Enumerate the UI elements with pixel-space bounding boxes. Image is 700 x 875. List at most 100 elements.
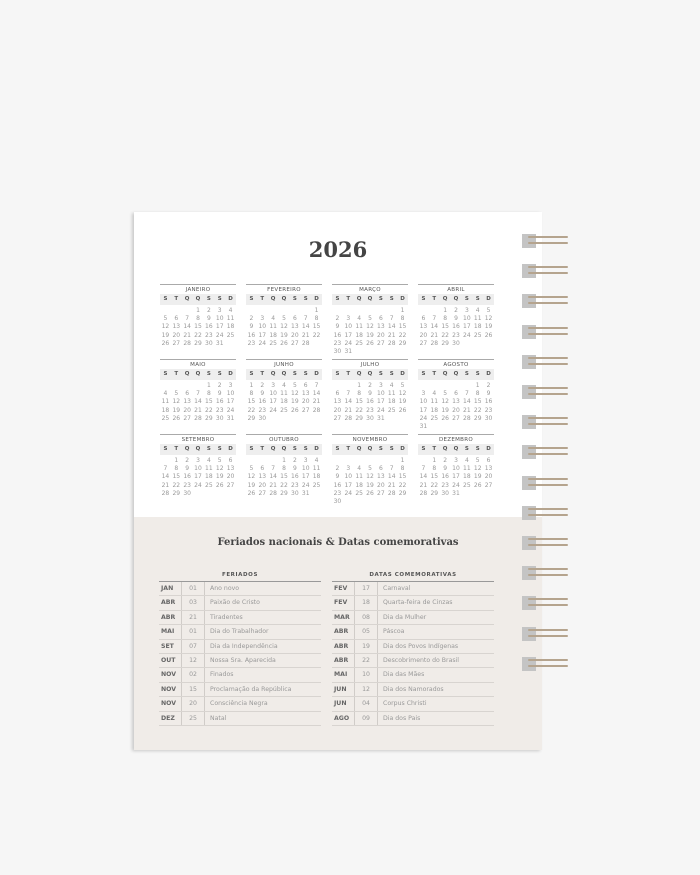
day	[483, 340, 494, 348]
day: 31	[344, 347, 353, 355]
day: 30	[452, 339, 460, 347]
day: 4	[314, 457, 319, 464]
day: 21	[183, 331, 191, 339]
day: 26	[398, 406, 407, 414]
day: 26	[441, 414, 449, 422]
day: 9	[260, 390, 265, 398]
table-row: JUN 12 Dia dos Namorados	[332, 682, 494, 698]
table-row: ABR 05 Páscoa	[332, 625, 494, 640]
day: 1	[314, 307, 319, 314]
day: 12	[215, 465, 224, 473]
weekday-label: Q	[184, 296, 190, 302]
weekday-label: T	[432, 296, 437, 302]
week-row: 7 8 9 10 11 12 13	[418, 465, 494, 473]
day-number: 08	[354, 610, 378, 625]
table-row: DEZ 25 Natal	[159, 711, 321, 726]
holidays-title: Feriados nacionais & Datas comemorativas	[217, 537, 459, 548]
day	[171, 307, 182, 315]
spiral-ring	[522, 596, 568, 611]
day: 22	[441, 331, 449, 339]
weekday-label: T	[174, 296, 179, 302]
day-number: 20	[181, 697, 205, 711]
day: 15	[398, 473, 407, 481]
day: 5	[486, 307, 491, 314]
spiral-ring	[522, 354, 568, 369]
day: 16	[205, 323, 213, 331]
week-row: 23 24 25 26 27 28 29	[332, 340, 408, 348]
day: 15	[430, 473, 439, 481]
day: 31	[226, 414, 235, 422]
day: 17	[419, 406, 428, 414]
day	[225, 340, 236, 348]
day: 30	[291, 489, 299, 497]
day: 28	[269, 489, 277, 497]
day: 6	[486, 457, 491, 464]
weekday-label: S	[163, 296, 168, 302]
day: 17	[452, 473, 460, 481]
day	[182, 382, 193, 390]
day: 3	[196, 457, 200, 464]
day	[354, 348, 365, 356]
week-row: 9 10 11 12 13 14 15	[246, 323, 322, 331]
table-row: FEV 18 Quarta-feira de Cinzas	[332, 596, 494, 611]
day: 25	[226, 331, 235, 339]
day: 11	[473, 315, 482, 323]
day: 23	[183, 481, 191, 489]
day: 24	[344, 339, 353, 347]
day: 23	[366, 406, 374, 414]
month-1: JANEIRO S T Q Q S S D 1 2 3 4 5 6 7 8 9 10 11 12 13 14 15 16 17 1…	[160, 284, 236, 348]
day: 19	[398, 398, 407, 406]
day: 3	[217, 307, 222, 314]
day: 1	[443, 307, 448, 314]
week-row: 13 14 15 16 17 18 19	[332, 398, 408, 406]
day: 1	[174, 457, 179, 464]
day: 17	[344, 481, 353, 489]
day: 6	[378, 465, 383, 473]
week-row: 6 7 8 9 10 11 12	[418, 315, 494, 323]
day	[386, 498, 397, 506]
day-number: 03	[181, 596, 205, 610]
day: 9	[217, 390, 222, 398]
day	[440, 423, 451, 431]
day: 18	[205, 473, 213, 481]
weekday-label: Q	[367, 296, 373, 302]
week-row: 16 17 18 19 20 21 22	[246, 332, 322, 340]
holiday-name: Tiradentes	[210, 613, 243, 621]
day: 11	[312, 465, 321, 473]
day: 3	[421, 390, 426, 398]
day: 28	[194, 414, 202, 422]
day: 29	[398, 489, 407, 497]
weekday-label: Q	[270, 446, 276, 452]
day: 6	[378, 315, 383, 323]
weekday-label: S	[464, 371, 469, 377]
day: 12	[441, 398, 449, 406]
day: 16	[452, 323, 460, 331]
day: 23	[333, 489, 342, 497]
spiral-ring	[522, 536, 568, 550]
day: 27	[301, 406, 310, 414]
weekday-label: S	[464, 296, 469, 302]
day: 26	[161, 339, 170, 347]
day: 27	[291, 339, 299, 347]
week-row: 28 29 30	[160, 490, 236, 498]
week-row: 12 13 14 15 16 17 18	[160, 323, 236, 331]
day: 18	[312, 473, 321, 481]
day: 1	[357, 382, 362, 389]
month-abbr: NOV	[161, 685, 177, 693]
day: 14	[161, 473, 170, 481]
day: 25	[355, 489, 363, 497]
day	[440, 382, 451, 390]
day	[289, 415, 300, 423]
weekday-label: T	[174, 371, 179, 377]
day: 6	[421, 315, 426, 323]
month-8: AGOSTO S T Q Q S S D 1 2 3 4 5 6 7 8 9 10 11 12 13 14 15 16 17 18…	[418, 359, 494, 431]
day: 1	[249, 382, 254, 389]
day-number: 01	[181, 582, 205, 596]
day: 11	[226, 315, 235, 323]
weekday-label: S	[464, 446, 469, 452]
